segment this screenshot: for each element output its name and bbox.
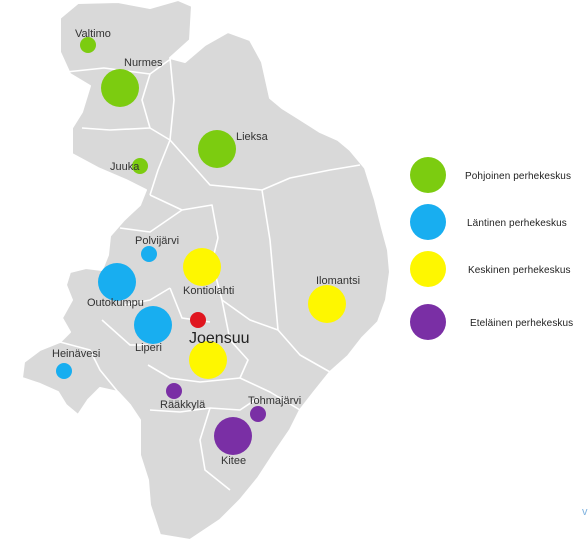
joensuu-marker [189, 341, 227, 379]
juuka-label: Juuka [110, 161, 140, 173]
polvijarvi-label: Polvijärvi [135, 235, 179, 247]
liperi-label: Liperi [135, 342, 162, 354]
raakkyla-label: Rääkkylä [160, 399, 206, 411]
outokumpu-marker [98, 263, 136, 301]
lieksa-label: Lieksa [236, 131, 269, 143]
kitee-marker [214, 417, 252, 455]
legend-swatch-lantinen [410, 204, 446, 240]
raakkyla-marker [166, 383, 182, 399]
legend-label-pohjoinen: Pohjoinen perhekeskus [465, 171, 571, 182]
markers-layer [56, 37, 346, 455]
kontiolahti-label: Kontiolahti [183, 285, 234, 297]
corner-mark: v [582, 506, 588, 518]
ilomantsi-label: Ilomantsi [316, 275, 360, 287]
legend-swatch-etelainen [410, 304, 446, 340]
legend-label-etelainen: Eteläinen perhekeskus [470, 318, 573, 329]
kontiolahti-marker [183, 248, 221, 286]
tohmajarvi-label: Tohmajärvi [248, 395, 301, 407]
joensuu-label: Joensuu [189, 330, 250, 347]
legend: Pohjoinen perhekeskus Läntinen perhekesku… [410, 157, 573, 340]
nurmes-label: Nurmes [124, 57, 163, 69]
valtimo-label: Valtimo [75, 28, 111, 40]
outokumpu-label: Outokumpu [87, 297, 144, 309]
legend-label-lantinen: Läntinen perhekeskus [467, 218, 567, 229]
ilomantsi-marker [308, 285, 346, 323]
legend-label-keskinen: Keskinen perhekeskus [468, 265, 571, 276]
valtimo-marker [80, 37, 96, 53]
liperi-marker [134, 306, 172, 344]
nurmes-marker [101, 69, 139, 107]
tohmajarvi-marker [250, 406, 266, 422]
kitee-label: Kitee [221, 455, 246, 467]
juuka-marker [132, 158, 148, 174]
heinavesi-marker [56, 363, 72, 379]
labels-layer: Valtimo Nurmes Lieksa Juuka Polvijärvi Outoku… [52, 28, 360, 467]
joensuu-center-marker [190, 312, 206, 328]
polvijarvi-marker [141, 246, 157, 262]
lieksa-marker [198, 130, 236, 168]
legend-swatch-keskinen [410, 251, 446, 287]
municipality-borders [59, 57, 361, 491]
legend-swatch-pohjoinen [410, 157, 446, 193]
heinavesi-label: Heinävesi [52, 348, 100, 360]
